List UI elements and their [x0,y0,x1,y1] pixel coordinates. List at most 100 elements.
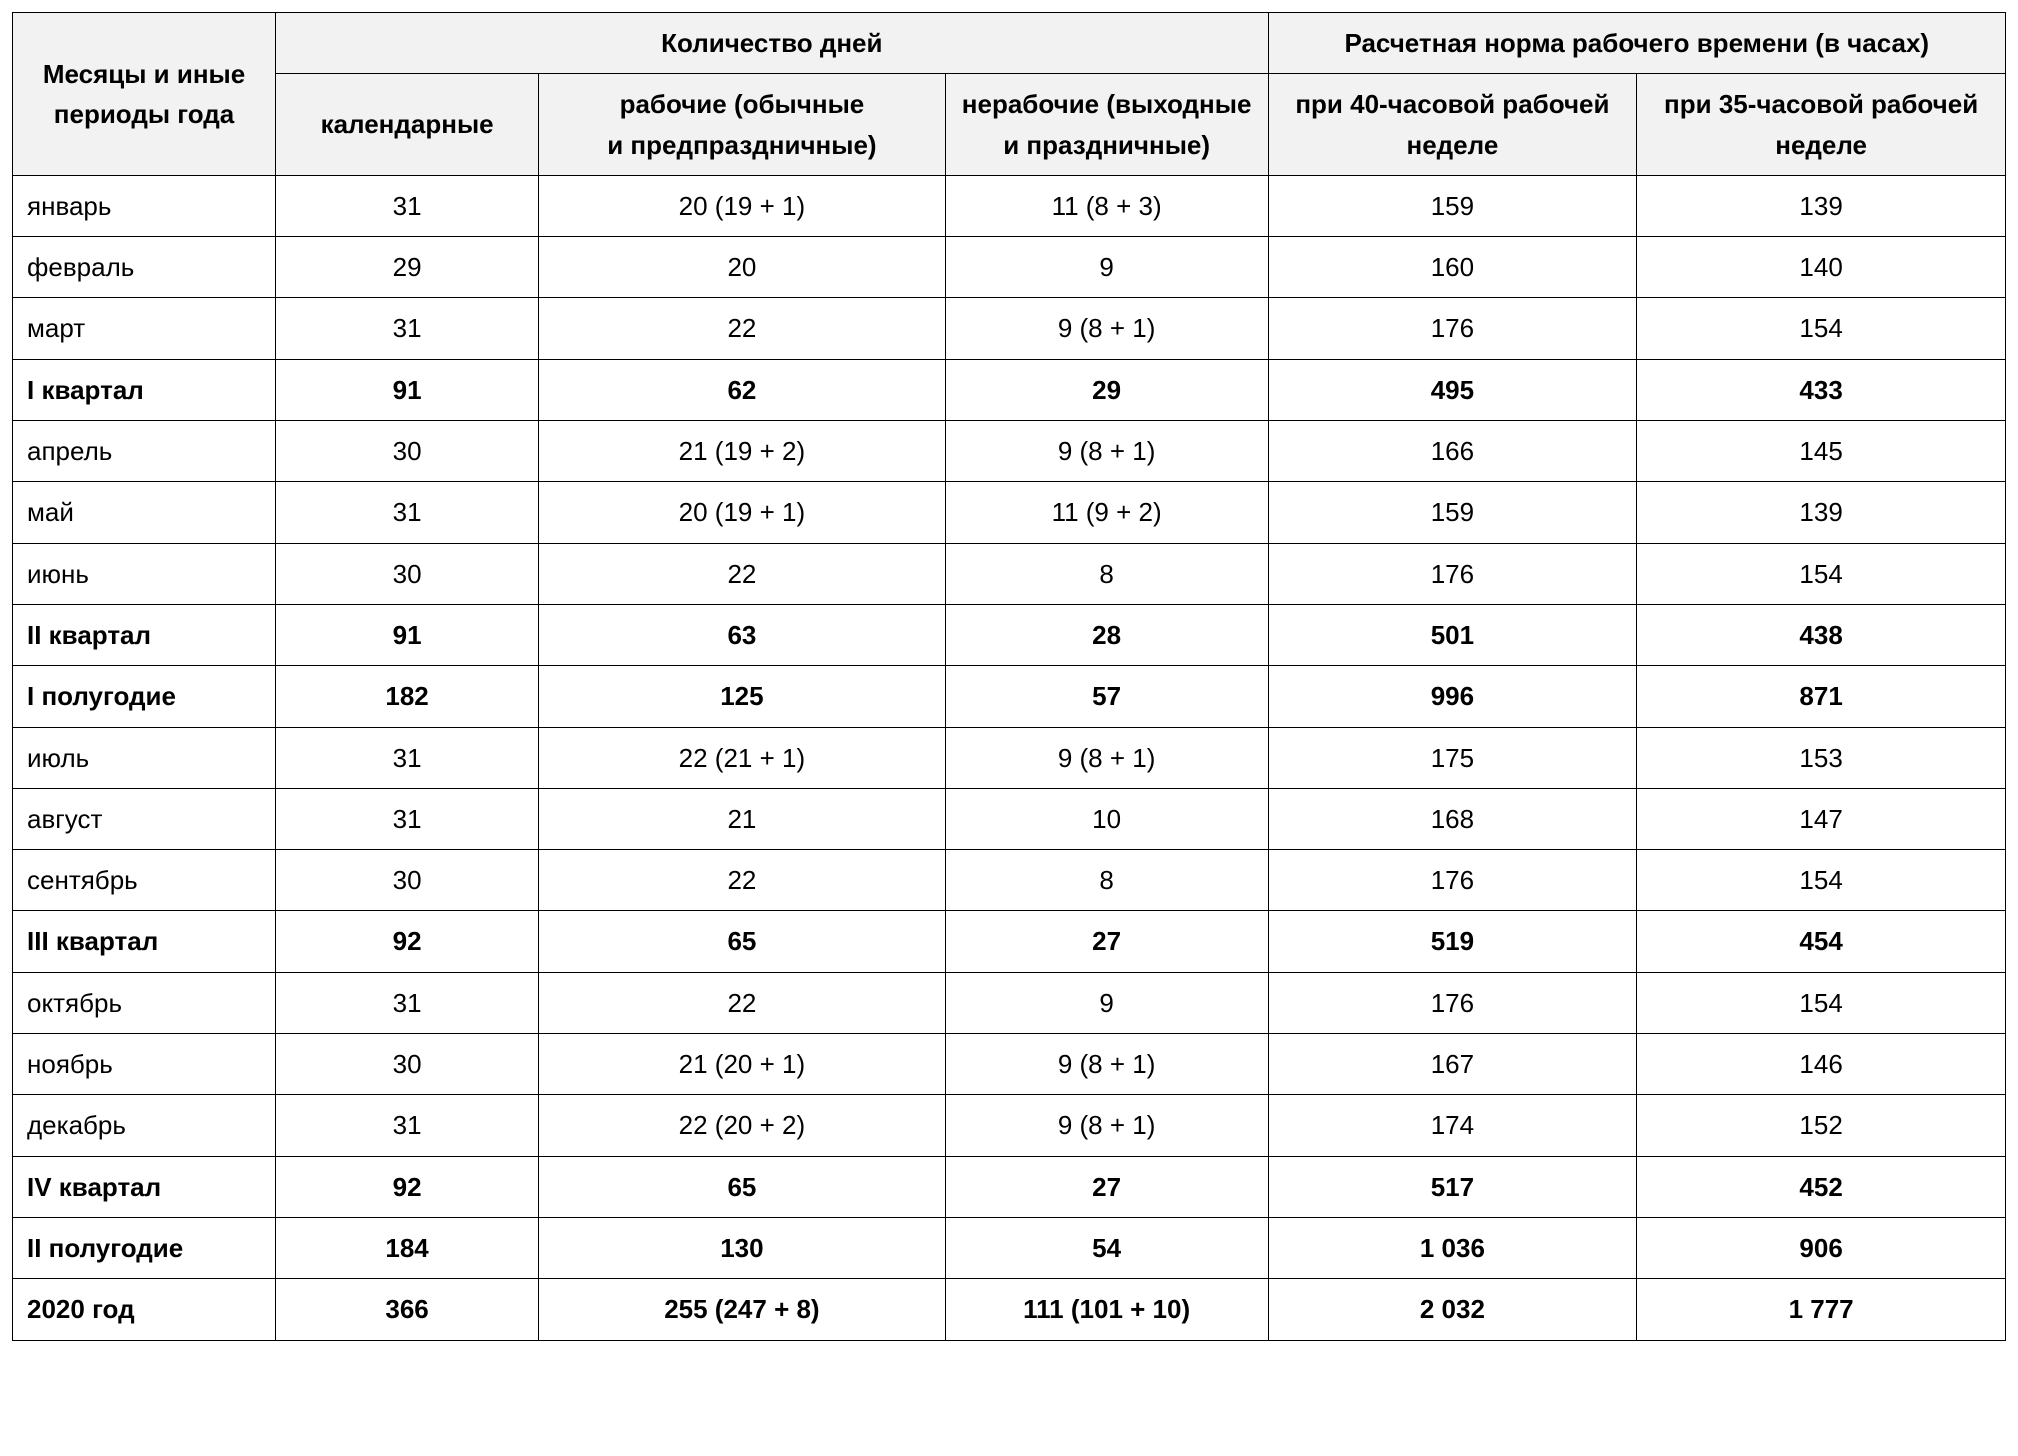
cell-period: II квартал [13,604,276,665]
cell-working: 125 [539,666,946,727]
header-period: Месяцы и иные периоды года [13,13,276,176]
cell-h40: 160 [1268,237,1637,298]
cell-working: 22 (21 + 1) [539,727,946,788]
cell-period: апрель [13,421,276,482]
cell-period: IV квартал [13,1156,276,1217]
table-row: февраль29209160140 [13,237,2006,298]
cell-h40: 1 036 [1268,1217,1637,1278]
cell-calendar: 30 [276,421,539,482]
cell-working: 22 (20 + 2) [539,1095,946,1156]
cell-period: сентябрь [13,850,276,911]
cell-period: III квартал [13,911,276,972]
table-row: ноябрь3021 (20 + 1)9 (8 + 1)167146 [13,1034,2006,1095]
cell-h40: 174 [1268,1095,1637,1156]
cell-h40: 495 [1268,359,1637,420]
cell-working: 65 [539,1156,946,1217]
cell-nonwork: 9 [945,237,1268,298]
cell-h40: 996 [1268,666,1637,727]
cell-working: 255 (247 + 8) [539,1279,946,1340]
cell-h35: 1 777 [1637,1279,2006,1340]
cell-nonwork: 9 [945,972,1268,1033]
cell-working: 22 [539,298,946,359]
cell-calendar: 91 [276,359,539,420]
cell-period: февраль [13,237,276,298]
cell-period: январь [13,175,276,236]
table-header-row-1: Месяцы и иные периоды года Количество дн… [13,13,2006,74]
table-row: март31229 (8 + 1)176154 [13,298,2006,359]
cell-period: июнь [13,543,276,604]
cell-working: 20 (19 + 1) [539,482,946,543]
cell-nonwork: 27 [945,911,1268,972]
table-row: апрель3021 (19 + 2)9 (8 + 1)166145 [13,421,2006,482]
cell-h35: 454 [1637,911,2006,972]
cell-working: 21 (19 + 2) [539,421,946,482]
cell-h40: 501 [1268,604,1637,665]
cell-nonwork: 9 (8 + 1) [945,1095,1268,1156]
cell-working: 130 [539,1217,946,1278]
table-row: IV квартал926527517452 [13,1156,2006,1217]
cell-h35: 154 [1637,543,2006,604]
cell-calendar: 31 [276,482,539,543]
cell-h40: 517 [1268,1156,1637,1217]
cell-period: октябрь [13,972,276,1033]
header-h40: при 40-часовой рабочей неделе [1268,74,1637,176]
cell-working: 65 [539,911,946,972]
cell-working: 21 [539,788,946,849]
cell-h35: 139 [1637,482,2006,543]
cell-h40: 176 [1268,298,1637,359]
cell-h40: 168 [1268,788,1637,849]
cell-calendar: 31 [276,727,539,788]
cell-h40: 166 [1268,421,1637,482]
table-row: июль3122 (21 + 1)9 (8 + 1)175153 [13,727,2006,788]
cell-period: август [13,788,276,849]
header-nonwork: нерабочие (выходные и праздничные) [945,74,1268,176]
cell-h40: 2 032 [1268,1279,1637,1340]
cell-calendar: 31 [276,175,539,236]
cell-calendar: 182 [276,666,539,727]
cell-nonwork: 111 (101 + 10) [945,1279,1268,1340]
cell-h35: 906 [1637,1217,2006,1278]
cell-h40: 167 [1268,1034,1637,1095]
header-h35: при 35-часовой рабочей неделе [1637,74,2006,176]
table-row: октябрь31229176154 [13,972,2006,1033]
cell-h40: 519 [1268,911,1637,972]
cell-working: 22 [539,850,946,911]
cell-period: март [13,298,276,359]
cell-calendar: 29 [276,237,539,298]
cell-h40: 159 [1268,482,1637,543]
table-header: Месяцы и иные периоды года Количество дн… [13,13,2006,176]
cell-calendar: 92 [276,1156,539,1217]
cell-nonwork: 27 [945,1156,1268,1217]
table-row: август312110168147 [13,788,2006,849]
cell-working: 22 [539,543,946,604]
table-row: II полугодие184130541 036906 [13,1217,2006,1278]
cell-h40: 176 [1268,850,1637,911]
cell-period: II полугодие [13,1217,276,1278]
cell-calendar: 366 [276,1279,539,1340]
cell-period: I полугодие [13,666,276,727]
header-calendar: календарные [276,74,539,176]
table-row: III квартал926527519454 [13,911,2006,972]
cell-working: 62 [539,359,946,420]
cell-calendar: 31 [276,1095,539,1156]
cell-nonwork: 9 (8 + 1) [945,727,1268,788]
table-row: сентябрь30228176154 [13,850,2006,911]
cell-calendar: 30 [276,850,539,911]
cell-h35: 146 [1637,1034,2006,1095]
cell-calendar: 30 [276,543,539,604]
cell-period: декабрь [13,1095,276,1156]
table-row: I полугодие18212557996871 [13,666,2006,727]
cell-working: 21 (20 + 1) [539,1034,946,1095]
header-hours-group: Расчетная норма рабочего времени (в часа… [1268,13,2005,74]
cell-working: 63 [539,604,946,665]
cell-nonwork: 8 [945,543,1268,604]
cell-calendar: 31 [276,972,539,1033]
table-row: декабрь3122 (20 + 2)9 (8 + 1)174152 [13,1095,2006,1156]
cell-h35: 153 [1637,727,2006,788]
cell-calendar: 31 [276,298,539,359]
cell-h35: 145 [1637,421,2006,482]
header-days-group: Количество дней [276,13,1268,74]
cell-nonwork: 9 (8 + 1) [945,421,1268,482]
cell-h35: 154 [1637,972,2006,1033]
cell-calendar: 31 [276,788,539,849]
